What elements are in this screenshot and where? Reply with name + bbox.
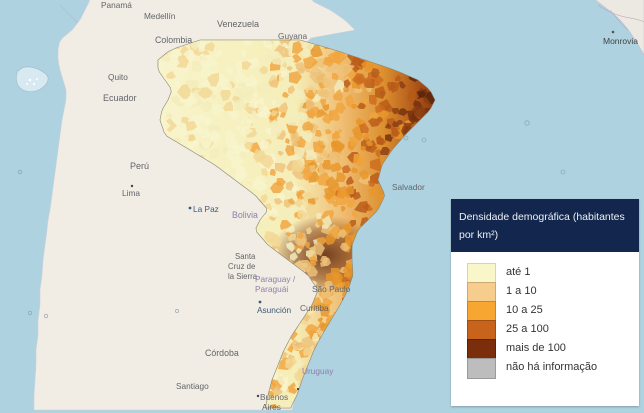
svg-text:Medellín: Medellín [144,11,176,21]
svg-text:Asunción: Asunción [257,305,292,315]
svg-text:Buenos: Buenos [260,392,288,402]
svg-text:São Paulo: São Paulo [312,284,351,294]
svg-text:Guyana: Guyana [278,31,307,41]
svg-text:Aires: Aires [262,402,281,412]
svg-text:Monrovia: Monrovia [603,36,638,46]
svg-text:Bolivia: Bolivia [232,210,258,220]
svg-text:Cruz de: Cruz de [228,262,255,271]
svg-text:Paraguay /: Paraguay / [255,274,296,284]
svg-text:Ecuador: Ecuador [103,93,137,103]
svg-text:Venezuela: Venezuela [217,19,259,29]
svg-text:Perú: Perú [130,161,149,171]
svg-text:Lima: Lima [122,188,140,198]
svg-text:Panamá: Panamá [101,0,132,10]
svg-text:La Paz: La Paz [193,204,219,214]
svg-text:Curitiba: Curitiba [300,303,329,313]
svg-text:Quito: Quito [108,72,128,82]
svg-text:Paraguái: Paraguái [255,284,288,294]
svg-text:Salvador: Salvador [392,182,425,192]
svg-text:Uruguay: Uruguay [302,366,334,376]
svg-text:Córdoba: Córdoba [205,348,239,358]
svg-text:Santiago: Santiago [176,381,209,391]
svg-text:Colombia: Colombia [155,35,192,45]
svg-text:la Sierra: la Sierra [228,272,258,281]
svg-text:Santa: Santa [235,252,256,261]
